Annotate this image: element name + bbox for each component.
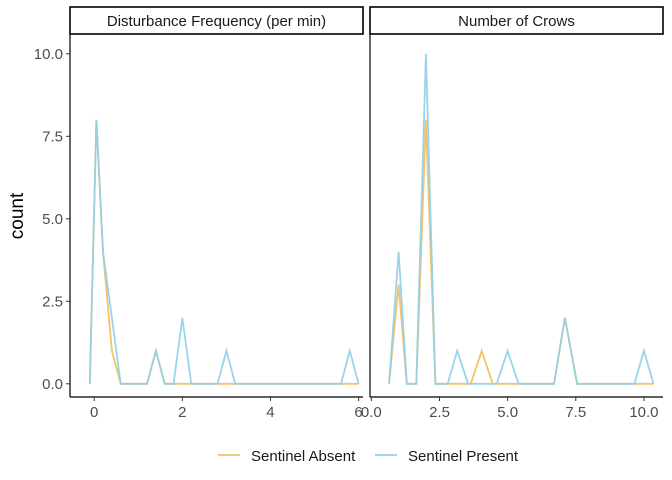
panel-number-of-crows: Number of Crows 0.0 2.5 5.0 7.5 10.0	[361, 6, 664, 421]
facet-strip-label: Number of Crows	[458, 13, 575, 30]
x-tick-label: 5.0	[497, 404, 518, 421]
x-tick-label: 0.0	[361, 404, 382, 421]
x-tick-label: 7.5	[565, 404, 586, 421]
x-tick-label: 10.0	[629, 404, 658, 421]
series-line-sentinel-present	[388, 53, 655, 385]
facet-strip	[69, 6, 364, 35]
y-tick-label: 5.0	[42, 211, 63, 228]
y-tick-label: 0.0	[42, 376, 63, 393]
x-tick-label: 0	[90, 404, 98, 421]
y-axis-title: count	[7, 192, 28, 239]
legend-label: Sentinel Present	[408, 448, 519, 465]
panel-disturbance-frequency: Disturbance Frequency (per min) 0 2 4 6	[69, 6, 364, 421]
x-tick-label: 2.5	[429, 404, 450, 421]
legend-label: Sentinel Absent	[251, 448, 356, 465]
x-tick-label: 6	[354, 404, 362, 421]
series-line-sentinel-present	[88, 119, 360, 385]
y-tick-label: 7.5	[42, 128, 63, 145]
y-axis: 0.0 2.5 5.0 7.5 10.0	[34, 46, 70, 393]
facet-strip	[369, 6, 664, 35]
y-tick-label: 10.0	[34, 46, 63, 63]
x-tick-label: 2	[178, 404, 186, 421]
x-tick-label: 4	[266, 404, 274, 421]
series-line-sentinel-absent	[88, 119, 359, 385]
legend: Sentinel Absent Sentinel Present	[218, 448, 519, 465]
facet-strip-label: Disturbance Frequency (per min)	[107, 13, 326, 30]
y-tick-label: 2.5	[42, 293, 63, 310]
